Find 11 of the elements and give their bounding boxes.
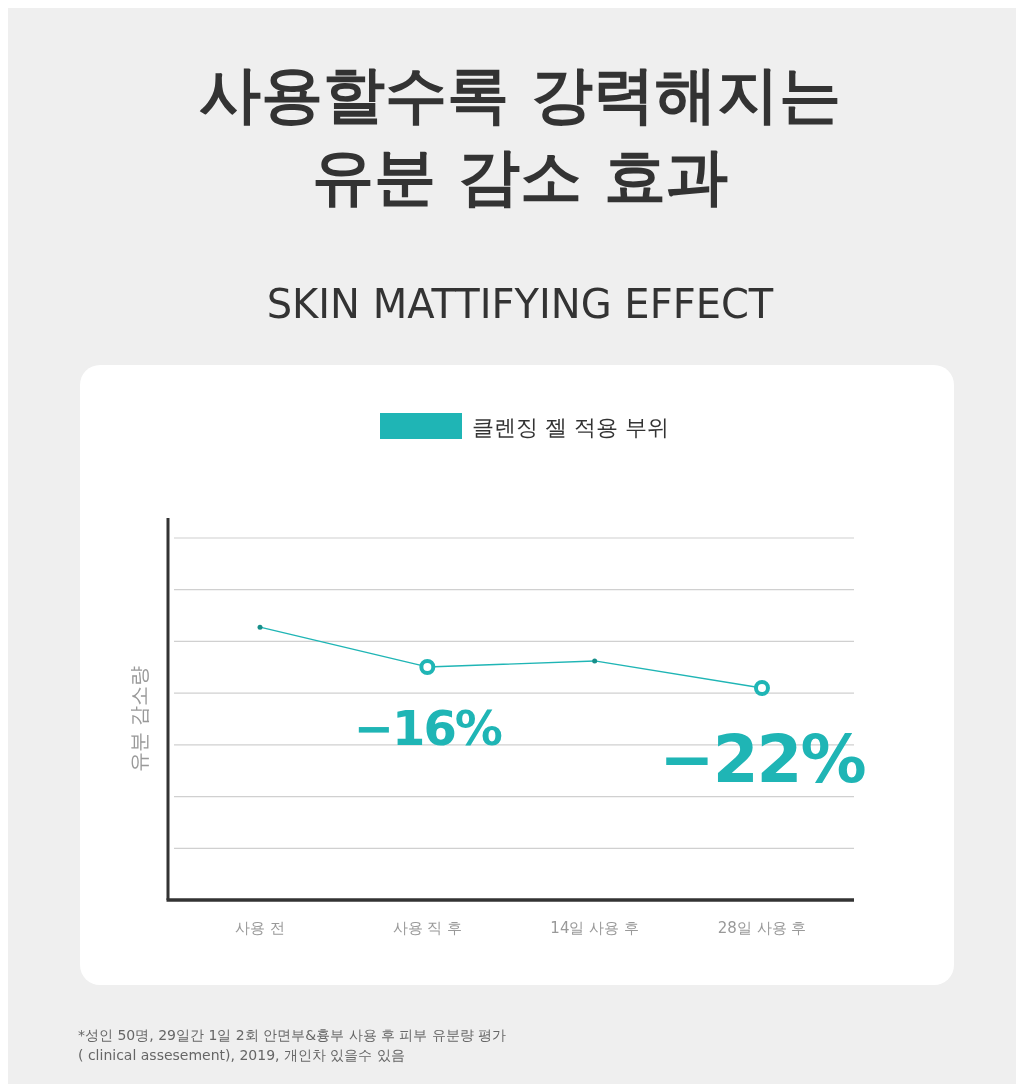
annotation: −22% — [659, 720, 866, 798]
x-tick-label: 사용 직 후 — [392, 919, 463, 937]
x-tick-label: 28일 사용 후 — [717, 919, 807, 937]
chart-subtitle: SKIN MATTIFYING EFFECT — [266, 281, 774, 327]
y-axis-title: 유분 감소량 — [127, 665, 151, 773]
x-tick-label: 사용 전 — [235, 919, 285, 937]
text: *성인 50명, 29일간 1일 2회 안면부&흉부 사용 후 피부 유분량 평가 ( clinical assesement), 2019, 개인차 있을수 있음 — [78, 1027, 507, 1063]
legend-label: 클렌징 젤 적용 부위 — [472, 415, 669, 440]
x-tick-label: 14일 사용 후 — [550, 919, 639, 937]
annotation: −16% — [353, 699, 502, 756]
chart-title: 사용할수록 강력해지는 유분 감소 효과 — [199, 58, 841, 213]
